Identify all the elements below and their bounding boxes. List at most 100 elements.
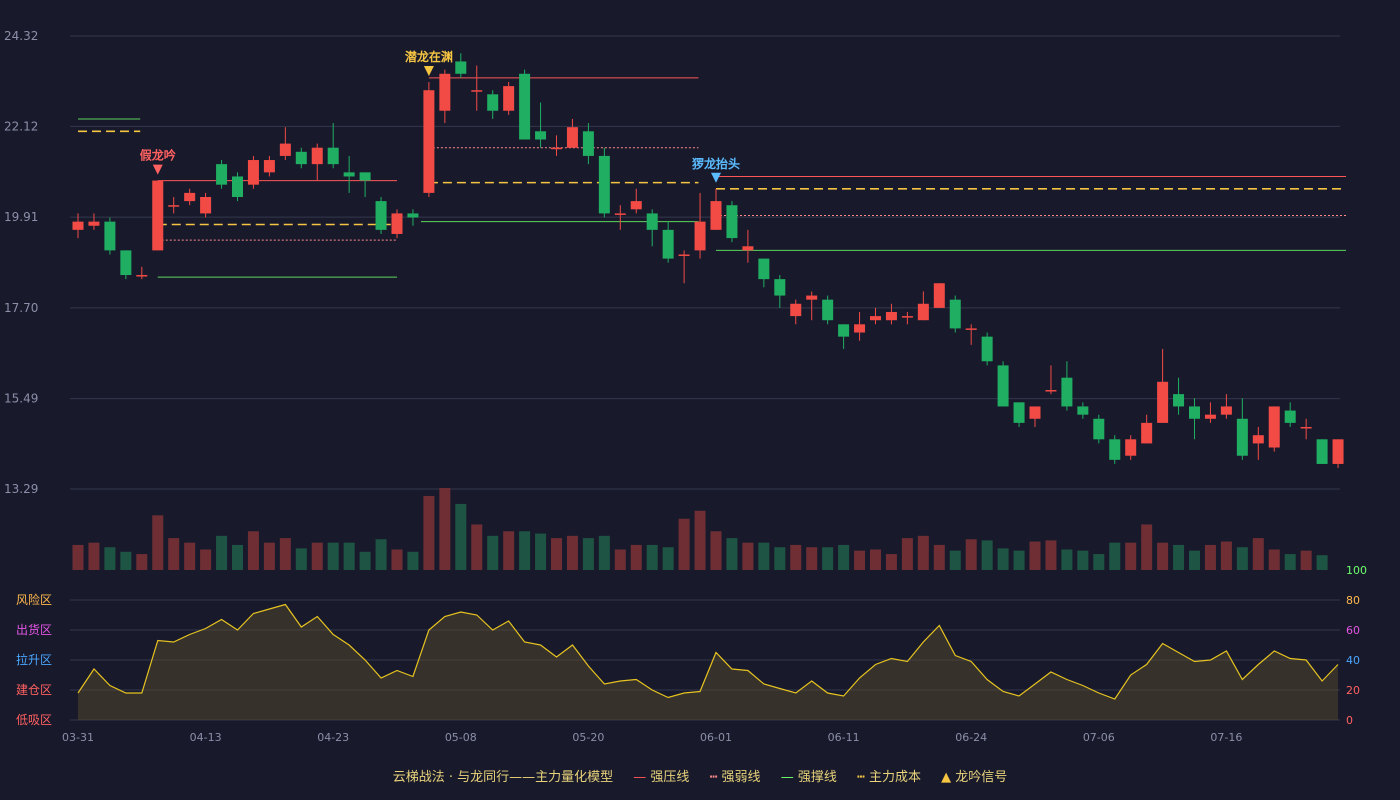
candle-body xyxy=(359,172,371,181)
volume-bar xyxy=(933,544,945,570)
volume-bar xyxy=(1061,549,1073,570)
price-tick-label: 13.29 xyxy=(4,482,38,496)
candle-body xyxy=(327,147,339,165)
price-tick-label: 17.70 xyxy=(4,301,38,315)
volume-bar xyxy=(407,551,419,570)
candle xyxy=(136,266,148,280)
volume-bar xyxy=(1109,542,1121,570)
candle-body xyxy=(1141,422,1153,444)
candle-body xyxy=(885,311,897,321)
x-tick-label: 07-06 xyxy=(1083,731,1115,744)
candle xyxy=(646,209,658,247)
volume-bar xyxy=(503,531,515,570)
candle xyxy=(1173,377,1185,415)
volume-bar xyxy=(1316,555,1328,570)
candle xyxy=(1220,394,1232,419)
volume-bar xyxy=(471,524,483,570)
indicator-line xyxy=(77,603,1339,700)
legend-title: 云梯战法 · 与龙同行——主力量化模型 xyxy=(392,770,614,785)
candle-body xyxy=(1173,394,1185,407)
zone-label: 风险区 xyxy=(16,592,52,607)
volume-bar xyxy=(216,535,228,570)
volume-bar xyxy=(838,544,850,570)
volume-bar xyxy=(168,538,180,570)
candle xyxy=(311,143,323,181)
volume-bar xyxy=(630,544,642,570)
legend-label-signal: 龙吟信号 xyxy=(955,770,1008,785)
candle-body xyxy=(710,201,722,230)
candle-body xyxy=(423,90,435,193)
volume-bar xyxy=(136,554,148,570)
candle xyxy=(295,147,307,169)
volume-bar xyxy=(327,542,339,570)
volume-bar xyxy=(295,548,307,570)
candle-body xyxy=(232,176,243,197)
candle xyxy=(519,69,531,140)
candle xyxy=(981,332,993,366)
x-tick-label: 03-31 xyxy=(62,731,94,744)
candle xyxy=(933,283,945,308)
volume-bar xyxy=(279,538,291,570)
volume-bar xyxy=(359,551,371,570)
candle xyxy=(694,192,706,259)
volume-bar xyxy=(885,554,897,570)
candle xyxy=(263,155,275,177)
indicator-tick-label: 20 xyxy=(1346,684,1360,697)
candle-body xyxy=(535,131,547,140)
volume-bar xyxy=(758,542,770,570)
volume-bar xyxy=(487,535,499,570)
volume-bar xyxy=(997,548,1009,570)
volume-bar xyxy=(806,547,818,570)
candle-body xyxy=(1013,402,1025,423)
candle-body xyxy=(391,213,403,234)
candle-body xyxy=(1093,418,1105,440)
volume-bar xyxy=(598,535,610,570)
candle xyxy=(1284,402,1296,427)
candle-body xyxy=(1252,435,1264,444)
candle-body xyxy=(439,73,451,111)
candle xyxy=(1045,365,1057,395)
candle xyxy=(216,160,228,189)
candle xyxy=(247,155,259,189)
candle-body xyxy=(1204,414,1216,419)
zone-label: 建仓区 xyxy=(16,683,52,697)
candle xyxy=(232,172,243,202)
candle-body xyxy=(997,365,1009,407)
candle-body xyxy=(295,151,307,165)
price-tick-label: 15.49 xyxy=(4,392,38,406)
candle-body xyxy=(1029,406,1041,419)
candle xyxy=(838,324,850,349)
candle-body xyxy=(758,258,770,280)
candle xyxy=(1141,414,1153,444)
candle xyxy=(184,188,196,206)
candle xyxy=(200,192,212,218)
signal-arrow xyxy=(423,65,434,76)
volume-bar xyxy=(1220,541,1232,570)
candle-body xyxy=(965,328,977,330)
candle xyxy=(790,299,802,325)
volume-bar xyxy=(710,531,722,570)
volume-bar xyxy=(1284,554,1296,570)
candle-body xyxy=(375,201,387,230)
candle-body xyxy=(694,221,706,251)
volume-bar xyxy=(917,535,929,570)
volume-bar xyxy=(614,549,626,570)
volume-bar xyxy=(822,547,834,570)
candle xyxy=(327,123,339,169)
candle xyxy=(551,135,562,156)
volume-bar xyxy=(1141,524,1153,570)
candle-body xyxy=(279,143,291,156)
zone-label: 出货区 xyxy=(16,622,52,637)
candle xyxy=(1093,414,1105,444)
candle xyxy=(917,291,929,321)
candle-body xyxy=(136,275,148,277)
volume-bar xyxy=(981,540,993,570)
volume-bar xyxy=(423,495,435,570)
x-tick-label: 05-08 xyxy=(445,731,477,744)
candle xyxy=(1316,439,1328,464)
candle-body xyxy=(646,213,658,230)
candle xyxy=(1125,435,1137,460)
volume-bar xyxy=(662,547,674,570)
volume-bar xyxy=(774,547,786,570)
